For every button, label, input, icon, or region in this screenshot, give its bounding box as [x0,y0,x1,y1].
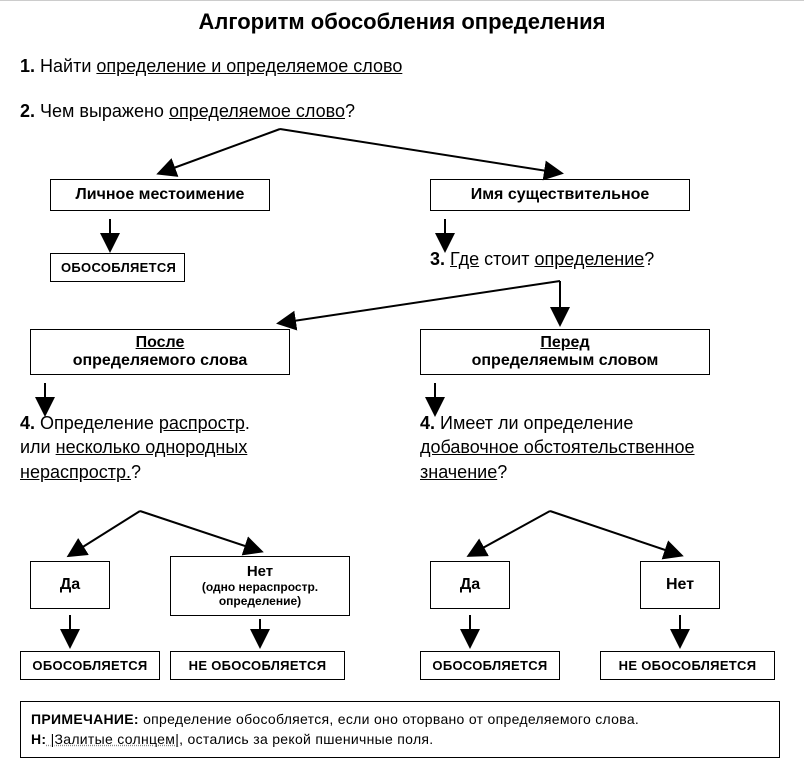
q4r-tail: ? [497,462,507,482]
step-2-num: 2. [20,101,35,121]
box-yes-2: Да [430,561,510,609]
step-3-u1: Где [450,249,479,269]
step-3-u2: определение [534,249,644,269]
q4r-u2: значение [420,462,497,482]
box-before: Перед определяемым словом [420,329,710,375]
box-result-2: НЕ ОБОСОБЛЯЕТСЯ [170,651,345,680]
step-1: 1. Найти определение и определяемое слов… [20,56,402,77]
box-before-line1: Перед [429,334,701,352]
step-1-num: 1. [20,56,35,76]
step-3: 3. Где стоит определение? [430,249,654,270]
box-yes-1: Да [30,561,110,609]
q4l-t1: Определение [35,413,159,433]
box-result-1: ОБОСОБЛЯЕТСЯ [20,651,160,680]
step-3-num: 3. [430,249,445,269]
question-4-right: 4. Имеет ли определение добавочное обсто… [420,411,790,484]
q4l-t2: или [20,437,56,457]
question-4-left: 4. Определение распростр. или несколько … [20,411,350,484]
note-ex-tail: , остались за рекой пшеничные поля. [179,731,433,747]
step-3-mid: стоит [479,249,534,269]
note-label: ПРИМЕЧАНИЕ: [31,711,139,727]
step-2: 2. Чем выражено определяемое слово? [20,101,355,122]
q4r-t1: Имеет ли определение [435,413,633,433]
box-no-1: Нет (одно нераспростр. определение) [170,556,350,616]
box-result-3: ОБОСОБЛЯЕТСЯ [420,651,560,680]
step-1-verb: Найти [40,56,96,76]
box-after-line2: определяемого слова [39,352,281,370]
box-no-1-sub: (одно нераспростр. определение) [177,580,343,609]
q4l-u2: несколько однородных [56,437,248,457]
note-box: ПРИМЕЧАНИЕ: определение обособляется, ес… [20,701,780,758]
box-isolated-1: ОБОСОБЛЯЕТСЯ [50,253,185,282]
step-2-underline: определяемое слово [169,101,345,121]
box-result-4: НЕ ОБОСОБЛЯЕТСЯ [600,651,775,680]
note-text: определение обособляется, если оно оторв… [139,711,639,727]
q4r-u1: добавочное обстоятельственное [420,437,695,457]
q4r-num: 4. [420,413,435,433]
step-1-underline: определение и определяемое слово [96,56,402,76]
box-noun: Имя существительное [430,179,690,211]
flowchart-page: Алгоритм обособления определения 1. Найт… [0,0,804,759]
q4l-u1: распростр [159,413,245,433]
box-after: После определяемого слова [30,329,290,375]
note-ex-label: Н: [31,731,46,747]
q4l-u3: нераспростр. [20,462,131,482]
q4l-dot: . [245,413,250,433]
step-2-verb: Чем выражено [40,101,169,121]
box-no-1-label: Нет [177,563,343,580]
step-2-tail: ? [345,101,355,121]
q4l-num: 4. [20,413,35,433]
page-title: Алгоритм обособления определения [0,1,804,35]
q4l-tail: ? [131,462,141,482]
step-3-tail: ? [644,249,654,269]
box-pronoun: Личное местоимение [50,179,270,211]
note-ex-u: |Залитые солнцем| [46,731,179,747]
box-before-line2: определяемым словом [429,352,701,370]
box-no-2: Нет [640,561,720,609]
box-after-line1: После [39,334,281,352]
